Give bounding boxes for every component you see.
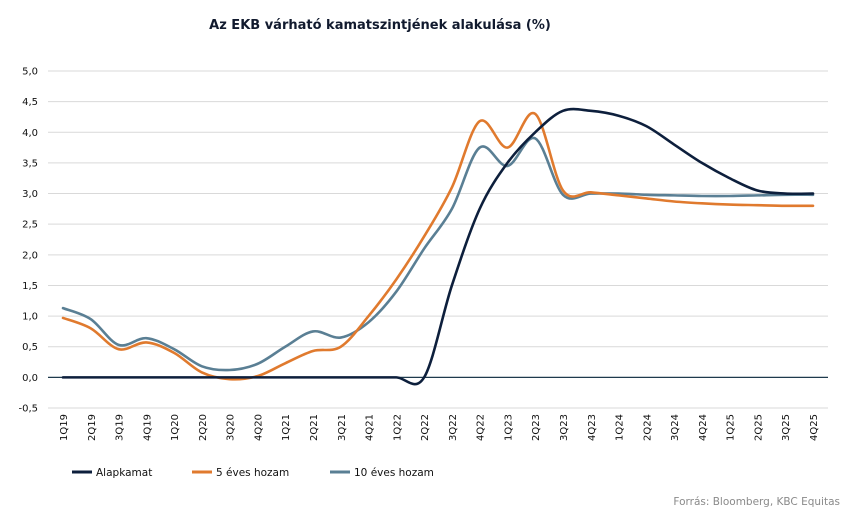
x-tick-label: 1Q19 xyxy=(59,414,70,441)
x-tick-label: 1Q21 xyxy=(281,414,292,441)
source-note: Forrás: Bloomberg, KBC Equitas xyxy=(673,496,840,508)
y-tick-label: 4,5 xyxy=(22,97,38,108)
x-tick-label: 4Q21 xyxy=(365,414,376,441)
x-tick-label: 3Q25 xyxy=(781,414,792,441)
x-tick-label: 3Q22 xyxy=(448,414,459,441)
legend-label: Alapkamat xyxy=(96,467,152,479)
y-axis: -0,5 0,0 0,5 1,0 1,5 2,0 2,5 3,0 3,5 4,0 4,5 5,0 xyxy=(18,67,38,415)
x-tick-label: 3Q24 xyxy=(670,414,681,441)
legend-label: 5 éves hozam xyxy=(216,467,289,479)
y-tick-label: -0,5 xyxy=(18,404,38,415)
y-tick-label: 1,5 xyxy=(22,281,38,292)
legend-label: 10 éves hozam xyxy=(354,467,434,479)
y-tick-label: 4,0 xyxy=(22,128,38,139)
x-tick-label: 4Q22 xyxy=(476,414,487,441)
x-tick-label: 1Q20 xyxy=(170,414,181,441)
x-tick-label: 2Q25 xyxy=(753,414,764,441)
x-tick-label: 4Q20 xyxy=(253,414,264,441)
x-tick-label: 2Q22 xyxy=(420,414,431,441)
x-tick-label: 2Q24 xyxy=(642,414,653,441)
series-line-1 xyxy=(61,111,815,381)
x-tick-label: 1Q24 xyxy=(615,414,626,441)
x-tick-label: 3Q19 xyxy=(115,414,126,441)
y-tick-label: 3,5 xyxy=(22,158,38,169)
x-tick-label: 3Q21 xyxy=(337,414,348,441)
series-lines xyxy=(61,107,815,386)
series-line-2 xyxy=(61,136,815,372)
x-tick-label: 3Q20 xyxy=(226,414,237,441)
x-tick-label: 2Q20 xyxy=(198,414,209,441)
x-axis: 1Q19 2Q19 3Q19 4Q19 1Q20 2Q20 3Q20 4Q20 1Q21 2Q21… xyxy=(59,414,820,441)
x-tick-label: 4Q23 xyxy=(587,414,598,441)
x-tick-label: 4Q25 xyxy=(809,414,820,441)
x-tick-label: 3Q23 xyxy=(559,414,570,441)
x-tick-label: 1Q25 xyxy=(726,414,737,441)
x-tick-label: 1Q23 xyxy=(503,414,514,441)
y-tick-label: 0,0 xyxy=(22,373,38,384)
x-tick-label: 1Q22 xyxy=(392,414,403,441)
x-tick-label: 4Q24 xyxy=(698,414,709,441)
y-tick-label: 2,5 xyxy=(22,220,38,231)
chart-title: Az EKB várható kamatszintjének alakulása… xyxy=(209,18,551,33)
y-tick-label: 5,0 xyxy=(22,67,38,78)
y-tick-label: 1,0 xyxy=(22,312,38,323)
gridlines xyxy=(48,70,828,409)
x-tick-label: 2Q21 xyxy=(309,414,320,441)
x-tick-label: 2Q23 xyxy=(531,414,542,441)
x-tick-label: 4Q19 xyxy=(142,414,153,441)
y-tick-label: 2,0 xyxy=(22,250,38,261)
x-tick-label: 2Q19 xyxy=(87,414,98,441)
series-line-0 xyxy=(61,107,815,386)
y-tick-label: 3,0 xyxy=(22,189,38,200)
y-tick-label: 0,5 xyxy=(22,342,38,353)
legend: Alapkamat 5 éves hozam 10 éves hozam xyxy=(72,467,434,479)
